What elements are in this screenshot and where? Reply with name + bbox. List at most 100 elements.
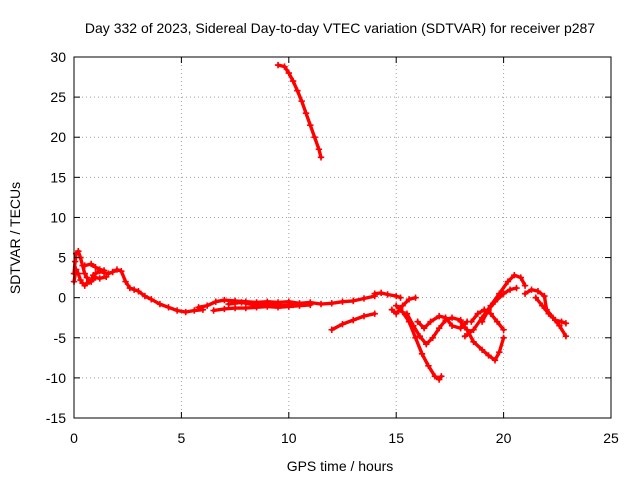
data-point — [81, 270, 88, 277]
data-point — [418, 350, 426, 358]
data-point — [165, 304, 172, 311]
data-point — [96, 275, 103, 282]
data-point — [500, 290, 507, 297]
x-tick-label: 5 — [178, 430, 186, 446]
data-point — [251, 301, 258, 309]
data-point — [556, 322, 563, 329]
data-point — [435, 312, 443, 320]
data-point — [463, 326, 471, 333]
data-point — [399, 308, 406, 316]
data-point — [474, 310, 482, 317]
series-high-arc — [276, 63, 323, 160]
data-point — [350, 297, 357, 305]
axis-ticks — [73, 56, 612, 419]
data-series-layer — [70, 61, 570, 383]
data-point — [485, 352, 492, 359]
data-point — [496, 349, 503, 356]
data-point — [264, 300, 271, 308]
data-point — [500, 334, 507, 341]
data-point — [221, 305, 228, 313]
data-point — [517, 274, 524, 281]
data-point — [414, 318, 421, 325]
data-point — [360, 295, 368, 302]
data-point — [491, 298, 499, 305]
data-point — [100, 267, 108, 274]
data-point — [493, 318, 501, 325]
data-point — [315, 146, 323, 153]
data-point — [442, 314, 449, 321]
data-point — [294, 87, 301, 94]
data-point — [203, 302, 211, 309]
data-point — [448, 322, 456, 329]
x-tick-label: 10 — [281, 430, 297, 446]
data-point — [242, 304, 250, 312]
data-point — [195, 304, 202, 311]
data-point — [534, 288, 542, 295]
data-point — [81, 262, 88, 269]
data-point — [423, 340, 430, 348]
data-point — [420, 324, 428, 332]
data-point — [491, 357, 499, 364]
grid-lines — [74, 57, 611, 418]
data-point — [393, 302, 400, 309]
data-point — [528, 286, 535, 293]
data-point — [470, 338, 477, 345]
data-point — [83, 274, 91, 281]
data-point — [231, 304, 239, 312]
data-point — [435, 324, 443, 332]
y-tick-label: 20 — [50, 129, 66, 145]
data-point — [130, 286, 138, 293]
data-point — [541, 292, 548, 300]
data-point — [500, 326, 507, 333]
data-point — [92, 263, 99, 271]
data-point — [532, 294, 540, 301]
data-point — [109, 268, 116, 276]
data-point — [457, 318, 464, 325]
y-tick-label: 30 — [50, 49, 66, 65]
data-point — [289, 77, 297, 85]
data-point — [182, 308, 189, 316]
data-point — [562, 320, 570, 327]
data-point — [317, 154, 325, 161]
data-point — [470, 326, 477, 333]
data-point — [416, 332, 424, 340]
data-point — [113, 266, 121, 273]
data-point — [71, 258, 79, 265]
data-point — [328, 300, 335, 307]
y-tick-label: -5 — [54, 330, 67, 346]
y-axis-label: SDTVAR / TECUs — [7, 182, 23, 294]
y-tick-label: 5 — [58, 250, 66, 266]
data-point — [551, 316, 559, 324]
data-point — [412, 334, 419, 341]
data-point — [87, 260, 95, 268]
data-point — [457, 324, 464, 332]
data-point — [289, 301, 297, 309]
data-point — [360, 312, 368, 320]
data-point — [225, 300, 232, 308]
data-point — [238, 299, 245, 306]
data-point — [277, 302, 284, 309]
data-point — [431, 373, 439, 380]
data-point — [221, 296, 228, 304]
data-point — [504, 278, 512, 285]
data-point — [438, 373, 445, 380]
data-point — [410, 322, 417, 329]
x-tick-labels: 0 5 10 15 20 25 — [70, 430, 619, 446]
data-point — [403, 310, 411, 317]
data-point — [399, 302, 406, 309]
data-point — [427, 318, 434, 325]
y-tick-label: -15 — [46, 410, 66, 426]
data-point — [212, 298, 219, 305]
data-point — [468, 318, 475, 325]
data-point — [425, 362, 432, 370]
data-point — [412, 294, 419, 301]
data-point — [478, 346, 486, 354]
data-point — [105, 270, 112, 277]
data-point — [405, 296, 413, 303]
y-tick-label: -10 — [46, 370, 66, 386]
data-point — [521, 290, 529, 297]
data-point — [545, 310, 552, 317]
data-point — [317, 300, 325, 308]
data-point — [393, 310, 400, 317]
data-point — [281, 63, 288, 70]
